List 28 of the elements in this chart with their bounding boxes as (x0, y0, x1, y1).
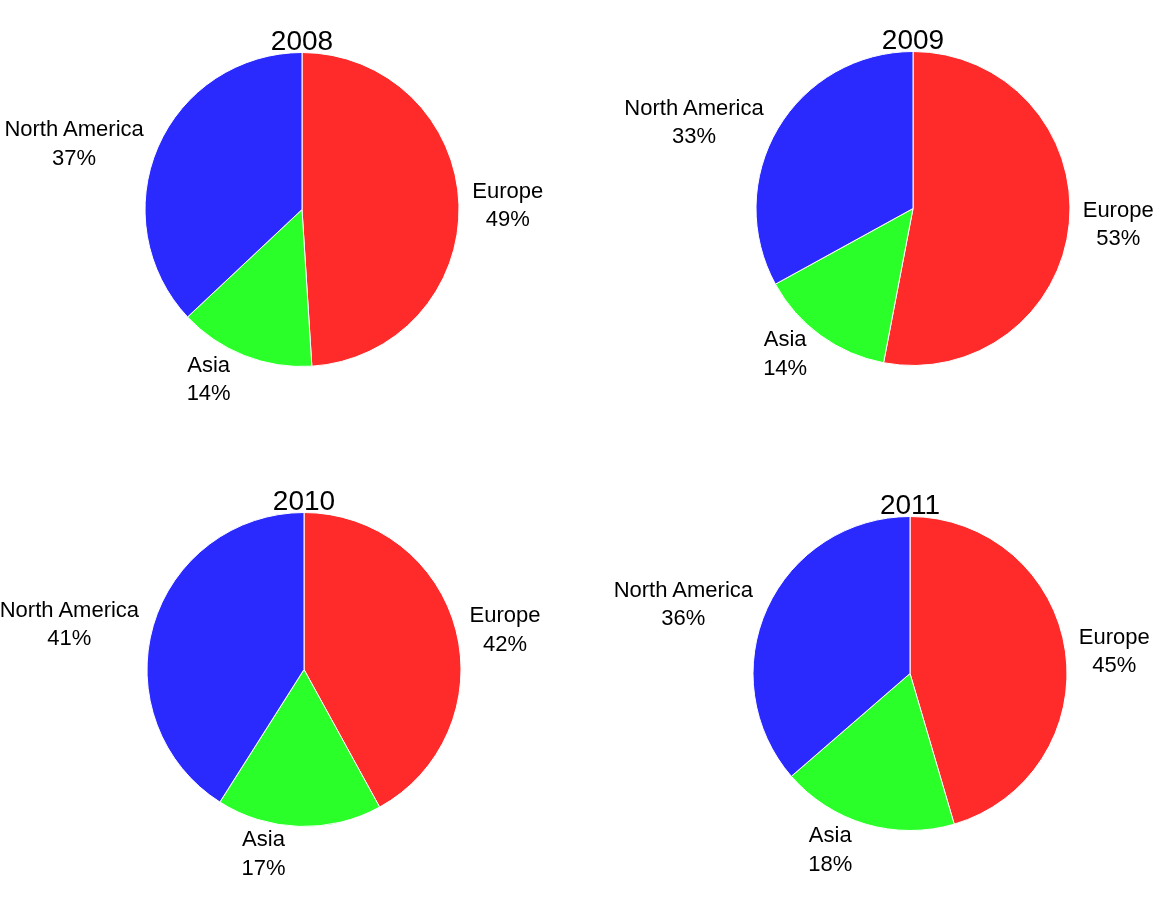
slice-label: Asia (187, 351, 231, 377)
data-label: 53% (1096, 225, 1141, 251)
data-label: 14% (763, 354, 808, 380)
slice-label: Europe (469, 602, 541, 627)
chart-title: 2011 (879, 488, 941, 520)
data-label: 17% (241, 855, 286, 880)
slice-label: Europe (1078, 623, 1150, 649)
data-label: 36% (661, 605, 706, 631)
data-label: 14% (186, 380, 231, 406)
slice-label: Europe (472, 177, 544, 203)
chart-title: 2008 (270, 24, 334, 56)
slice-label: North America (4, 116, 145, 142)
slice-label: Asia (808, 822, 853, 848)
data-label: 42% (482, 630, 527, 656)
data-label: 41% (47, 625, 92, 651)
data-label: 49% (485, 206, 530, 232)
data-label: 37% (52, 144, 97, 170)
chart-title: 2010 (272, 484, 336, 516)
slice-label: North America (624, 94, 765, 120)
slice-label: Asia (763, 326, 808, 352)
data-label: 33% (671, 123, 717, 149)
slice-label: Europe (1082, 196, 1154, 222)
data-label: 45% (1092, 652, 1137, 678)
chart-title: 2009 (881, 23, 945, 55)
data-label: 18% (808, 850, 853, 876)
slice-label: North America (0, 596, 140, 622)
slice-label: Asia (242, 826, 286, 852)
slice-label: North America (613, 576, 754, 602)
